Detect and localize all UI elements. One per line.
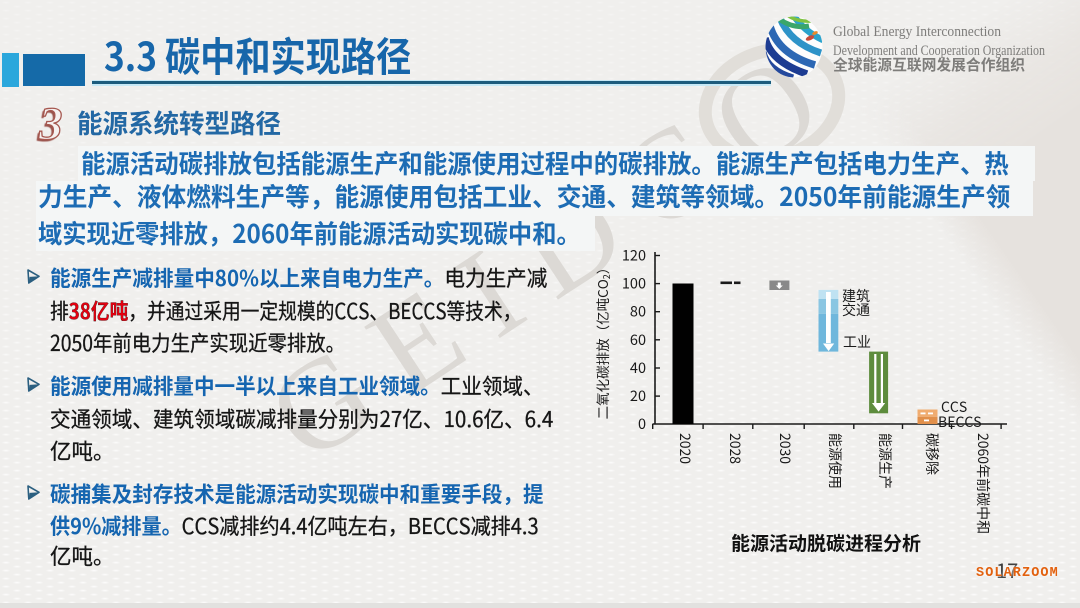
- svg-text:2020: 2020: [675, 433, 695, 464]
- svg-text:二氧化碳排放（亿吨CO2）: 二氧化碳排放（亿吨CO2）: [592, 261, 613, 420]
- svg-text:能源生产: 能源生产: [875, 433, 895, 489]
- svg-text:80: 80: [630, 301, 646, 322]
- svg-text:100: 100: [622, 273, 646, 294]
- svg-text:BECCS: BECCS: [938, 412, 982, 432]
- svg-text:40: 40: [630, 357, 646, 378]
- svg-text:2030: 2030: [775, 433, 795, 464]
- svg-text:建筑: 建筑: [842, 286, 870, 306]
- svg-text:2060年前碳中和: 2060年前碳中和: [973, 433, 993, 534]
- svg-text:碳移除: 碳移除: [922, 433, 942, 475]
- svg-text:0: 0: [638, 413, 646, 434]
- svg-text:CCS: CCS: [941, 397, 967, 417]
- svg-text:20: 20: [630, 385, 646, 406]
- svg-text:能源使用: 能源使用: [825, 433, 845, 489]
- svg-text:能源活动脱碳进程分析: 能源活动脱碳进程分析: [731, 529, 921, 556]
- svg-text:120: 120: [622, 245, 646, 266]
- svg-text:2028: 2028: [725, 433, 745, 464]
- svg-text:工业: 工业: [843, 332, 871, 352]
- svg-text:交通: 交通: [842, 300, 870, 320]
- svg-text:60: 60: [630, 329, 646, 350]
